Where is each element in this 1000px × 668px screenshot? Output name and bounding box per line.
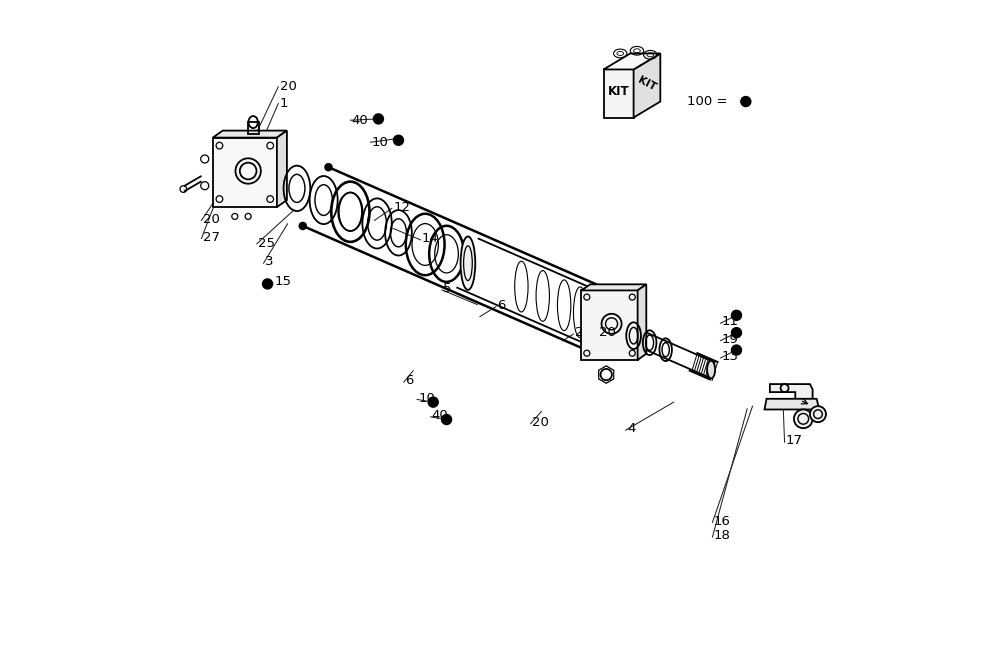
Circle shape: [393, 135, 403, 145]
Text: 20: 20: [599, 326, 616, 339]
Circle shape: [263, 279, 273, 289]
Polygon shape: [634, 53, 660, 118]
Text: 10: 10: [419, 391, 435, 405]
Text: 13: 13: [722, 350, 739, 363]
Text: 5: 5: [443, 282, 452, 295]
Text: 40: 40: [432, 409, 449, 422]
Text: 20: 20: [280, 80, 296, 94]
Polygon shape: [765, 399, 819, 409]
Ellipse shape: [589, 293, 604, 346]
Circle shape: [373, 114, 383, 124]
Text: 2: 2: [575, 326, 583, 339]
Polygon shape: [770, 384, 813, 404]
Text: 10: 10: [372, 136, 389, 149]
Text: 17: 17: [786, 434, 803, 448]
Ellipse shape: [461, 236, 475, 290]
Text: 4: 4: [627, 422, 635, 436]
Circle shape: [442, 414, 452, 425]
Text: 3: 3: [265, 255, 273, 269]
Ellipse shape: [794, 409, 813, 428]
Ellipse shape: [299, 222, 306, 229]
Polygon shape: [581, 285, 646, 291]
Text: 19: 19: [722, 333, 739, 346]
Polygon shape: [213, 138, 277, 207]
Ellipse shape: [810, 406, 826, 422]
Polygon shape: [213, 131, 287, 138]
Ellipse shape: [583, 347, 589, 353]
Text: 14: 14: [422, 232, 439, 245]
Text: 20: 20: [203, 212, 220, 226]
Text: 1: 1: [280, 97, 288, 110]
Ellipse shape: [608, 288, 615, 295]
Polygon shape: [277, 131, 287, 207]
Text: KIT: KIT: [608, 85, 629, 98]
Text: 12: 12: [393, 200, 410, 214]
Circle shape: [731, 327, 741, 337]
Text: 11: 11: [722, 315, 739, 329]
Circle shape: [741, 97, 751, 106]
Text: 20: 20: [532, 415, 549, 429]
Circle shape: [428, 397, 438, 407]
Text: 16: 16: [714, 514, 731, 528]
Text: 15: 15: [274, 275, 291, 289]
Circle shape: [731, 310, 741, 321]
Ellipse shape: [325, 164, 332, 170]
Text: KIT: KIT: [636, 75, 658, 92]
Polygon shape: [638, 285, 646, 360]
Text: 27: 27: [203, 230, 220, 244]
Text: 100 =: 100 =: [687, 95, 728, 108]
Text: 6: 6: [405, 374, 414, 387]
Bar: [248, 122, 259, 134]
Circle shape: [731, 345, 741, 355]
Polygon shape: [604, 53, 660, 69]
Ellipse shape: [707, 361, 715, 378]
Text: 18: 18: [714, 529, 731, 542]
Text: 25: 25: [258, 237, 275, 250]
Text: 40: 40: [352, 114, 368, 127]
Polygon shape: [604, 69, 634, 118]
Text: 6: 6: [497, 299, 506, 312]
Polygon shape: [581, 291, 638, 360]
